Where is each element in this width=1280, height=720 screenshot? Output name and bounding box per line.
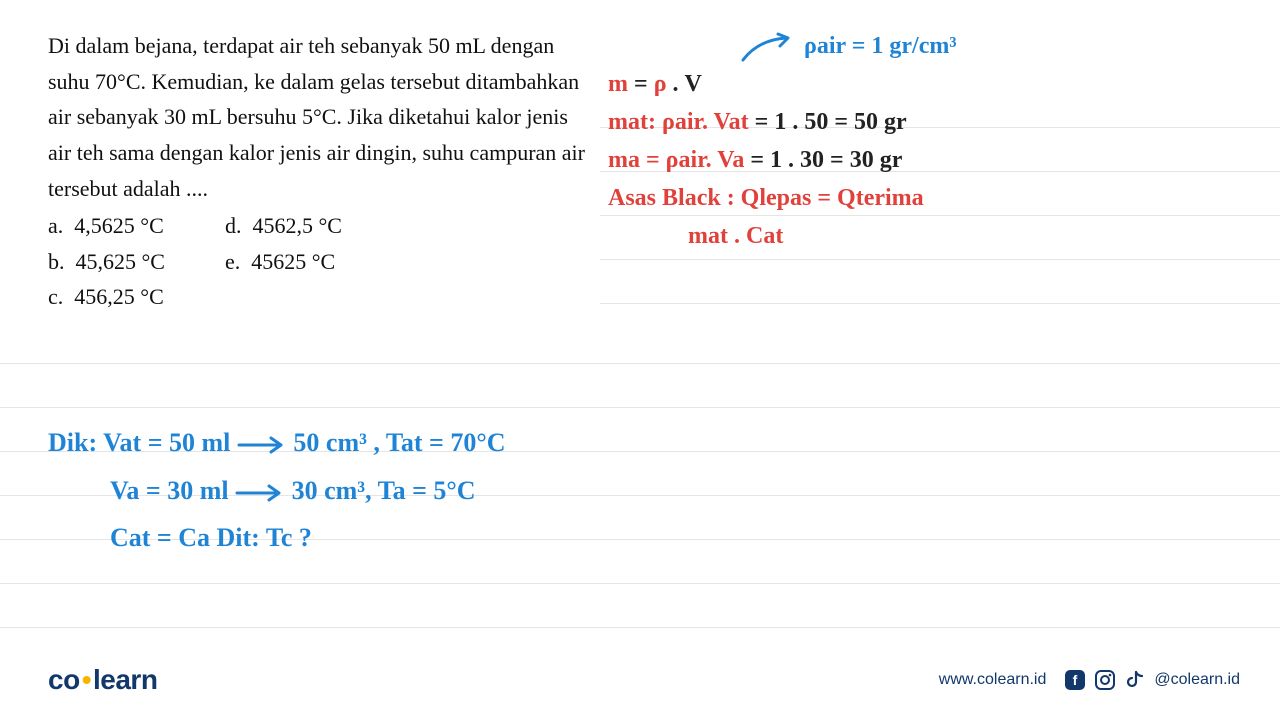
note-mat-cat: mat . Cat (608, 218, 1250, 254)
note-pair: ρair = 1 gr/cm³ (804, 33, 957, 59)
arrow-right-icon (237, 435, 287, 455)
option-e: e. 45625 °C (225, 244, 342, 280)
facebook-icon: f (1064, 669, 1086, 691)
logo: co•learn (48, 664, 157, 696)
note-ma-lhs: ma (608, 147, 640, 173)
option-b: b. 45,625 °C (48, 244, 165, 280)
footer-url: www.colearn.id (939, 671, 1047, 689)
instagram-icon (1094, 669, 1116, 691)
option-c: c. 456,25 °C (48, 279, 165, 315)
note-mat-lhs: mat: (608, 109, 656, 135)
option-d: d. 4562,5 °C (225, 208, 342, 244)
note-m: m (608, 71, 628, 97)
option-a: a. 4,5625 °C (48, 208, 165, 244)
svg-text:f: f (1073, 672, 1078, 688)
arrow-icon (738, 32, 798, 62)
question-body: Di dalam bejana, terdapat air teh sebany… (48, 28, 588, 206)
note-asas-black: Asas Black : Qlepas = Qterima (608, 180, 1250, 216)
bottom-notes: Dik: Vat = 50 ml 50 cm³ , Tat = 70°C Va … (48, 420, 506, 563)
tiktok-icon (1124, 669, 1146, 691)
arrow-right-icon (235, 483, 285, 503)
footer-handle: @colearn.id (1154, 671, 1240, 689)
options: a. 4,5625 °C b. 45,625 °C c. 456,25 °C d… (48, 208, 588, 315)
